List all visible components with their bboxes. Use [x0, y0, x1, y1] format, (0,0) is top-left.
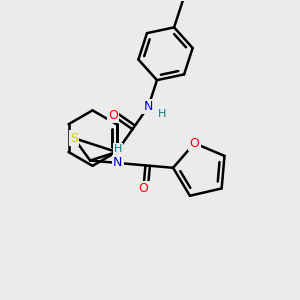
Text: O: O — [190, 137, 200, 150]
Text: S: S — [70, 132, 78, 145]
Text: H: H — [114, 144, 122, 154]
Text: O: O — [139, 182, 148, 195]
Text: N: N — [144, 100, 153, 113]
Text: O: O — [108, 109, 118, 122]
Text: H: H — [158, 110, 166, 119]
Text: N: N — [113, 157, 122, 169]
